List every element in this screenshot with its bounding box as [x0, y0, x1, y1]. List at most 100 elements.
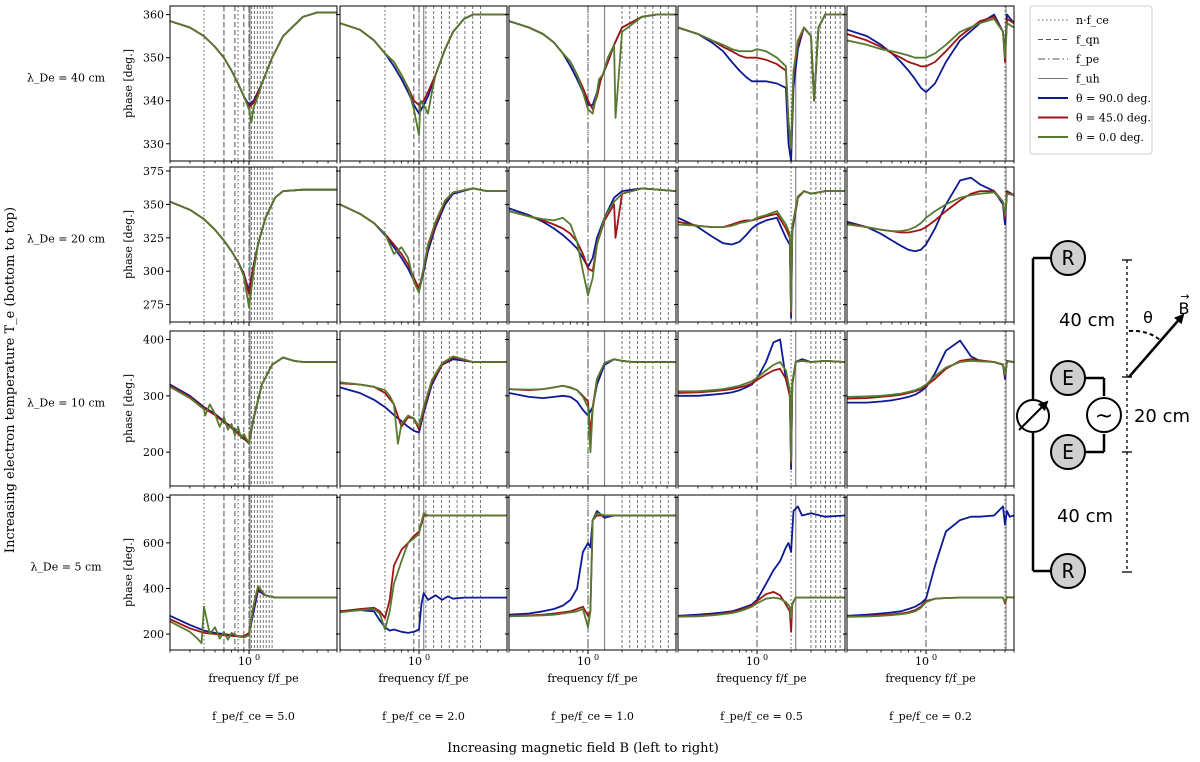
y-axis-label: phase [deg.] [122, 49, 135, 118]
column-label: f_pe/f_ce = 0.5 [720, 710, 803, 723]
x-tick-label: 10 [577, 655, 591, 668]
series-line-theta-90 [678, 505, 845, 617]
subplot-r0-c2 [505, 5, 677, 165]
series-line-theta-90 [340, 592, 507, 634]
series-line-theta-45 [170, 587, 337, 638]
subplot-r3-c0: 10 0 frequency f/f_pe 800 600 400 200 phase [de… [122, 491, 338, 685]
x-tick-label-exponent: 0 [255, 653, 260, 662]
distance-inner: 20 cm [1134, 406, 1190, 427]
series-line-theta-0 [340, 355, 507, 445]
subplot-r2-c4 [843, 330, 1015, 490]
series-line-theta-90 [847, 339, 1014, 404]
axes-frame [508, 494, 677, 651]
axes-frame [169, 166, 338, 323]
series-line-theta-0 [340, 187, 507, 294]
subplot-r1-c4 [843, 166, 1015, 326]
field-label: B [1179, 299, 1190, 318]
y-tick-label: 400 [143, 582, 164, 595]
legend-label: θ = 45.0 deg. [1076, 112, 1151, 125]
legend-label: f_pe [1076, 53, 1099, 66]
x-super-label: Increasing magnetic field B (left to rig… [447, 741, 719, 756]
emitter-bottom [1050, 434, 1086, 470]
series-line-theta-90 [678, 190, 845, 319]
subplot-r2-c1 [336, 330, 508, 490]
axes-frame [677, 166, 846, 323]
axes-frame [508, 5, 677, 162]
series-line-theta-45 [509, 13, 676, 111]
subplot-r2-c0: 400 300 200 phase [deg.] [122, 330, 338, 490]
series-line-theta-0 [847, 596, 1014, 618]
series-line-theta-0 [170, 356, 337, 445]
axes-frame [846, 330, 1015, 487]
subplot-r0-c1 [336, 5, 508, 165]
distance-outer-bottom: 40 cm [1057, 506, 1113, 527]
angle-arc [1128, 329, 1161, 341]
row-label: λ_De = 10 cm [27, 397, 106, 410]
y-tick-label: 375 [143, 165, 164, 178]
series-line-theta-0 [170, 188, 337, 309]
row-label: λ_De = 20 cm [27, 233, 106, 246]
series-line-theta-0 [847, 191, 1014, 233]
angle-label: θ [1143, 308, 1153, 327]
column-label: f_pe/f_ce = 2.0 [382, 710, 465, 723]
subplot-r2-c3 [674, 330, 846, 490]
receiver-top-label: R [1062, 246, 1075, 270]
series-line-theta-0 [678, 13, 845, 150]
subplot-r0-c4 [843, 5, 1015, 165]
y-tick-label: 300 [143, 265, 164, 278]
axes-frame [677, 494, 846, 651]
y-tick-label: 600 [143, 537, 164, 550]
y-super-label: Increasing electron temperature T_e (bot… [3, 207, 18, 553]
series-line-theta-0 [340, 512, 507, 631]
axes-frame [169, 5, 338, 162]
x-tick-label: 10 [238, 655, 252, 668]
y-tick-label: 400 [143, 333, 164, 346]
y-axis-label: phase [deg.] [122, 538, 135, 607]
y-tick-label: 275 [143, 299, 164, 312]
series-line-theta-0 [678, 596, 845, 619]
emitter-top [1050, 360, 1086, 396]
subplot-r0-c3 [674, 5, 846, 165]
x-axis-label: frequency f/f_pe [885, 672, 975, 685]
x-tick-label: 10 [746, 655, 760, 668]
y-tick-label: 800 [143, 491, 164, 504]
series-line-theta-0 [509, 512, 676, 629]
x-tick-label-exponent: 0 [425, 653, 430, 662]
x-tick-label-exponent: 0 [594, 653, 599, 662]
axes-frame [508, 330, 677, 487]
subplot-r1-c3 [674, 166, 846, 326]
row-labels: λ_De = 40 cm λ_De = 20 cm λ_De = 10 cm λ_De… [27, 72, 106, 574]
x-axis-label: frequency f/f_pe [208, 672, 298, 685]
y-tick-label: 325 [143, 232, 164, 245]
axes-frame [339, 166, 508, 323]
receiver-top [1050, 240, 1086, 276]
x-tick-label: 10 [408, 655, 422, 668]
series-line-theta-45 [847, 190, 1014, 234]
axes-frame [339, 330, 508, 487]
legend-label: θ = 90.0 deg. [1076, 92, 1151, 105]
meter-arrow [1018, 400, 1049, 431]
y-tick-label: 330 [143, 138, 164, 151]
antenna-diagram: R R E E ~ 40 cm 20 cm 40 cm θ B → [1016, 240, 1190, 589]
series-line-theta-0 [678, 190, 845, 313]
y-tick-label: 360 [143, 9, 164, 22]
column-label: f_pe/f_ce = 0.2 [889, 710, 972, 723]
y-tick-label: 200 [143, 628, 164, 641]
series-line-theta-0 [678, 359, 845, 462]
axes-frame [846, 166, 1015, 323]
axes-frame [677, 330, 846, 487]
ac-source [1086, 397, 1122, 433]
series-line-theta-90 [678, 338, 845, 471]
series-line-theta-45 [847, 15, 1014, 68]
series-line-theta-0 [340, 13, 507, 137]
y-axis-label: phase [deg.] [122, 210, 135, 279]
column-label: f_pe/f_ce = 5.0 [212, 710, 295, 723]
y-tick-label: 300 [143, 390, 164, 403]
column-labels: f_pe/f_ce = 5.0 f_pe/f_ce = 2.0 f_pe/f_ce … [212, 710, 972, 723]
series-line-theta-45 [678, 190, 845, 315]
x-tick-label: 10 [915, 655, 929, 668]
series-line-theta-90 [847, 13, 1014, 93]
field-vector [1128, 313, 1185, 378]
y-axis-label: phase [deg.] [122, 374, 135, 443]
